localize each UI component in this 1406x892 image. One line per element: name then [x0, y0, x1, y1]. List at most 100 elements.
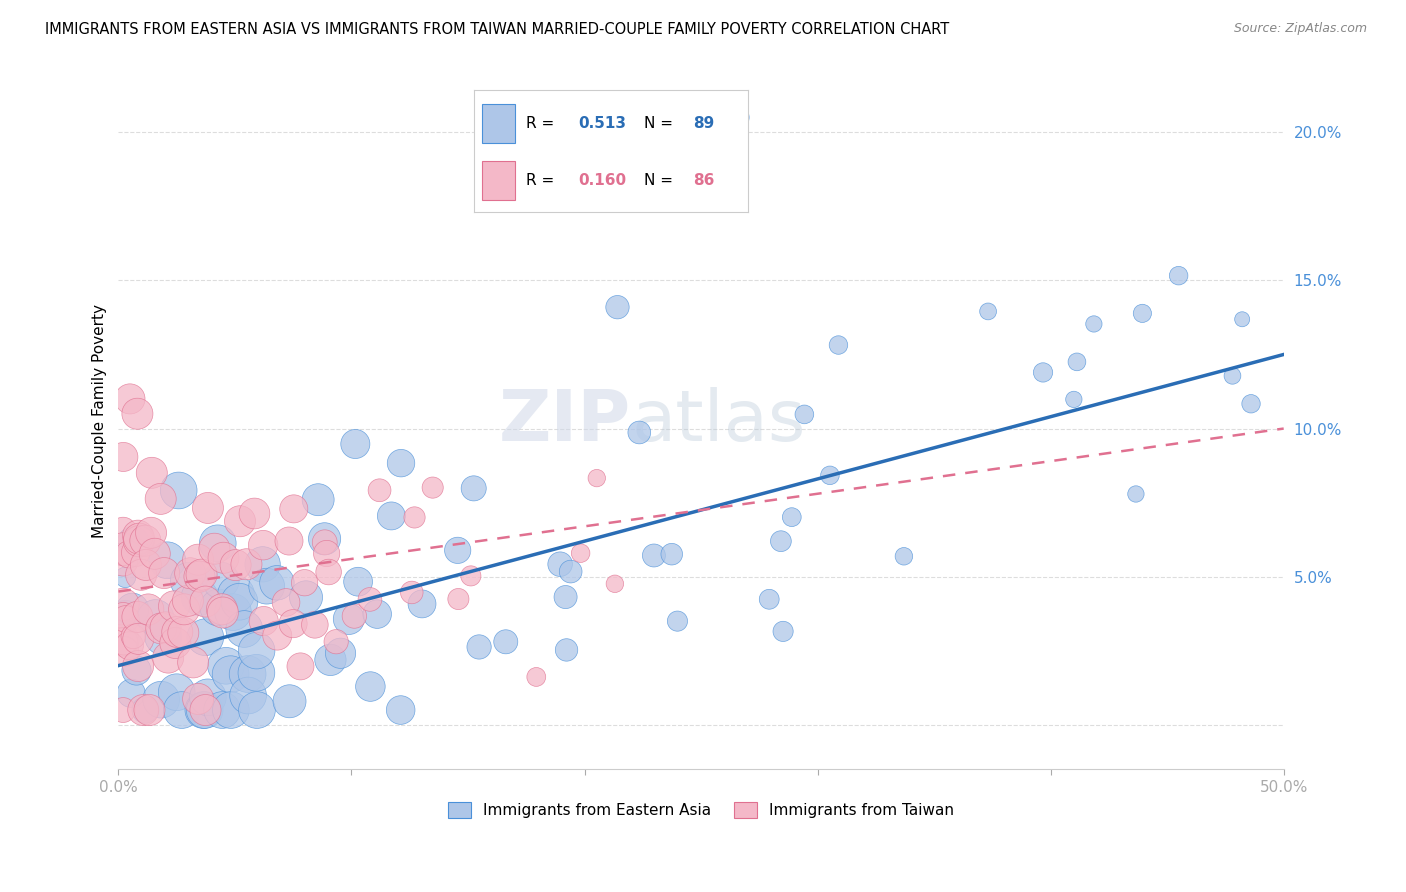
Point	[404, 510, 426, 524]
Point	[165, 636, 187, 650]
Point	[215, 658, 238, 673]
Point	[173, 602, 195, 616]
Point	[118, 547, 141, 561]
Point	[727, 111, 749, 125]
Point	[212, 606, 235, 620]
Point	[122, 535, 145, 549]
Point	[112, 633, 135, 648]
Point	[170, 703, 193, 717]
Point	[620, 169, 643, 184]
Point	[1222, 368, 1244, 383]
Point	[212, 550, 235, 565]
Text: ZIP: ZIP	[499, 386, 631, 456]
Point	[211, 602, 233, 616]
Point	[780, 510, 803, 524]
Point	[1032, 366, 1054, 380]
Point	[135, 558, 157, 572]
Point	[236, 667, 259, 681]
Point	[177, 594, 200, 608]
Point	[318, 565, 340, 579]
Point	[127, 659, 149, 673]
Point	[314, 535, 336, 549]
Point	[460, 569, 482, 583]
Point	[304, 617, 326, 632]
Point	[156, 553, 179, 567]
Point	[235, 558, 257, 572]
Point	[278, 694, 301, 708]
Point	[209, 574, 232, 588]
Point	[560, 565, 582, 579]
Point	[229, 514, 252, 528]
Point	[554, 590, 576, 604]
Point	[827, 338, 849, 352]
Point	[124, 545, 146, 559]
Point	[193, 703, 215, 717]
Point	[359, 680, 381, 694]
Point	[150, 692, 173, 706]
Point	[127, 632, 149, 646]
Point	[468, 640, 491, 654]
Point	[128, 534, 150, 549]
Point	[112, 598, 135, 612]
Point	[278, 534, 301, 549]
Point	[233, 622, 256, 636]
Point	[112, 644, 135, 658]
Point	[188, 569, 211, 583]
Point	[524, 670, 547, 684]
Point	[166, 685, 188, 699]
Point	[120, 686, 142, 700]
Point	[145, 611, 167, 625]
Point	[1167, 268, 1189, 283]
Point	[603, 576, 626, 591]
Point	[152, 630, 174, 644]
Point	[112, 524, 135, 538]
Point	[141, 466, 163, 480]
Point	[134, 533, 156, 548]
Point	[127, 529, 149, 543]
Point	[253, 614, 276, 628]
Text: Source: ZipAtlas.com: Source: ZipAtlas.com	[1233, 22, 1367, 36]
Point	[129, 567, 152, 582]
Point	[319, 653, 342, 667]
Point	[166, 624, 188, 639]
Point	[163, 599, 186, 614]
Point	[343, 609, 366, 624]
Point	[389, 703, 412, 717]
Point	[1230, 312, 1253, 326]
Point	[281, 616, 304, 631]
Point	[243, 507, 266, 521]
Point	[207, 600, 229, 615]
Point	[290, 659, 312, 673]
Point	[157, 650, 180, 665]
Point	[329, 646, 352, 660]
Point	[628, 425, 651, 440]
Point	[661, 547, 683, 561]
Point	[219, 703, 242, 717]
Point	[112, 634, 135, 648]
Point	[190, 567, 212, 582]
Point	[252, 558, 274, 572]
Point	[758, 592, 780, 607]
Point	[977, 304, 1000, 318]
Point	[769, 534, 792, 549]
Point	[359, 592, 381, 607]
Point	[548, 557, 571, 571]
Point	[315, 546, 337, 560]
Point	[202, 541, 225, 556]
Text: atlas: atlas	[631, 386, 806, 456]
Point	[495, 634, 517, 648]
Point	[246, 703, 269, 717]
Point	[252, 538, 274, 552]
Point	[1125, 487, 1147, 501]
Point	[643, 549, 665, 563]
Point	[127, 407, 149, 421]
Text: IMMIGRANTS FROM EASTERN ASIA VS IMMIGRANTS FROM TAIWAN MARRIED-COUPLE FAMILY POV: IMMIGRANTS FROM EASTERN ASIA VS IMMIGRAN…	[45, 22, 949, 37]
Point	[118, 639, 141, 653]
Point	[266, 629, 288, 643]
Point	[138, 703, 160, 717]
Point	[463, 481, 485, 495]
Point	[207, 536, 229, 550]
Point	[1130, 306, 1153, 320]
Point	[225, 587, 247, 601]
Point	[153, 566, 176, 580]
